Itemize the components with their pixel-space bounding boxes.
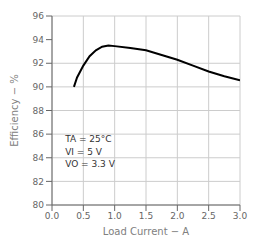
svg-text:1.5: 1.5 bbox=[139, 211, 153, 221]
svg-text:92: 92 bbox=[33, 58, 44, 68]
svg-text:86: 86 bbox=[33, 129, 45, 139]
svg-text:0.5: 0.5 bbox=[76, 211, 90, 221]
svg-text:2.0: 2.0 bbox=[170, 211, 185, 221]
svg-text:2.5: 2.5 bbox=[202, 211, 216, 221]
svg-text:3.0: 3.0 bbox=[233, 211, 248, 221]
svg-text:1.0: 1.0 bbox=[108, 211, 123, 221]
svg-text:80: 80 bbox=[33, 200, 45, 210]
svg-text:82: 82 bbox=[33, 177, 44, 187]
svg-text:90: 90 bbox=[33, 82, 45, 92]
html-text:VI = 5 V: VI = 5 V bbox=[65, 146, 102, 157]
svg-text:Efficiency − %: Efficiency − % bbox=[9, 74, 20, 146]
svg-text:96: 96 bbox=[33, 11, 45, 21]
svg-text:84: 84 bbox=[33, 153, 45, 163]
svg-text:0.0: 0.0 bbox=[45, 211, 60, 221]
html-text:TA = 25°C: TA = 25°C bbox=[65, 134, 112, 145]
svg-text:94: 94 bbox=[33, 35, 45, 45]
svg-text:88: 88 bbox=[33, 106, 45, 116]
svg-text:Load Current − A: Load Current − A bbox=[103, 226, 189, 237]
html-text:VO = 3.3 V: VO = 3.3 V bbox=[65, 159, 115, 170]
